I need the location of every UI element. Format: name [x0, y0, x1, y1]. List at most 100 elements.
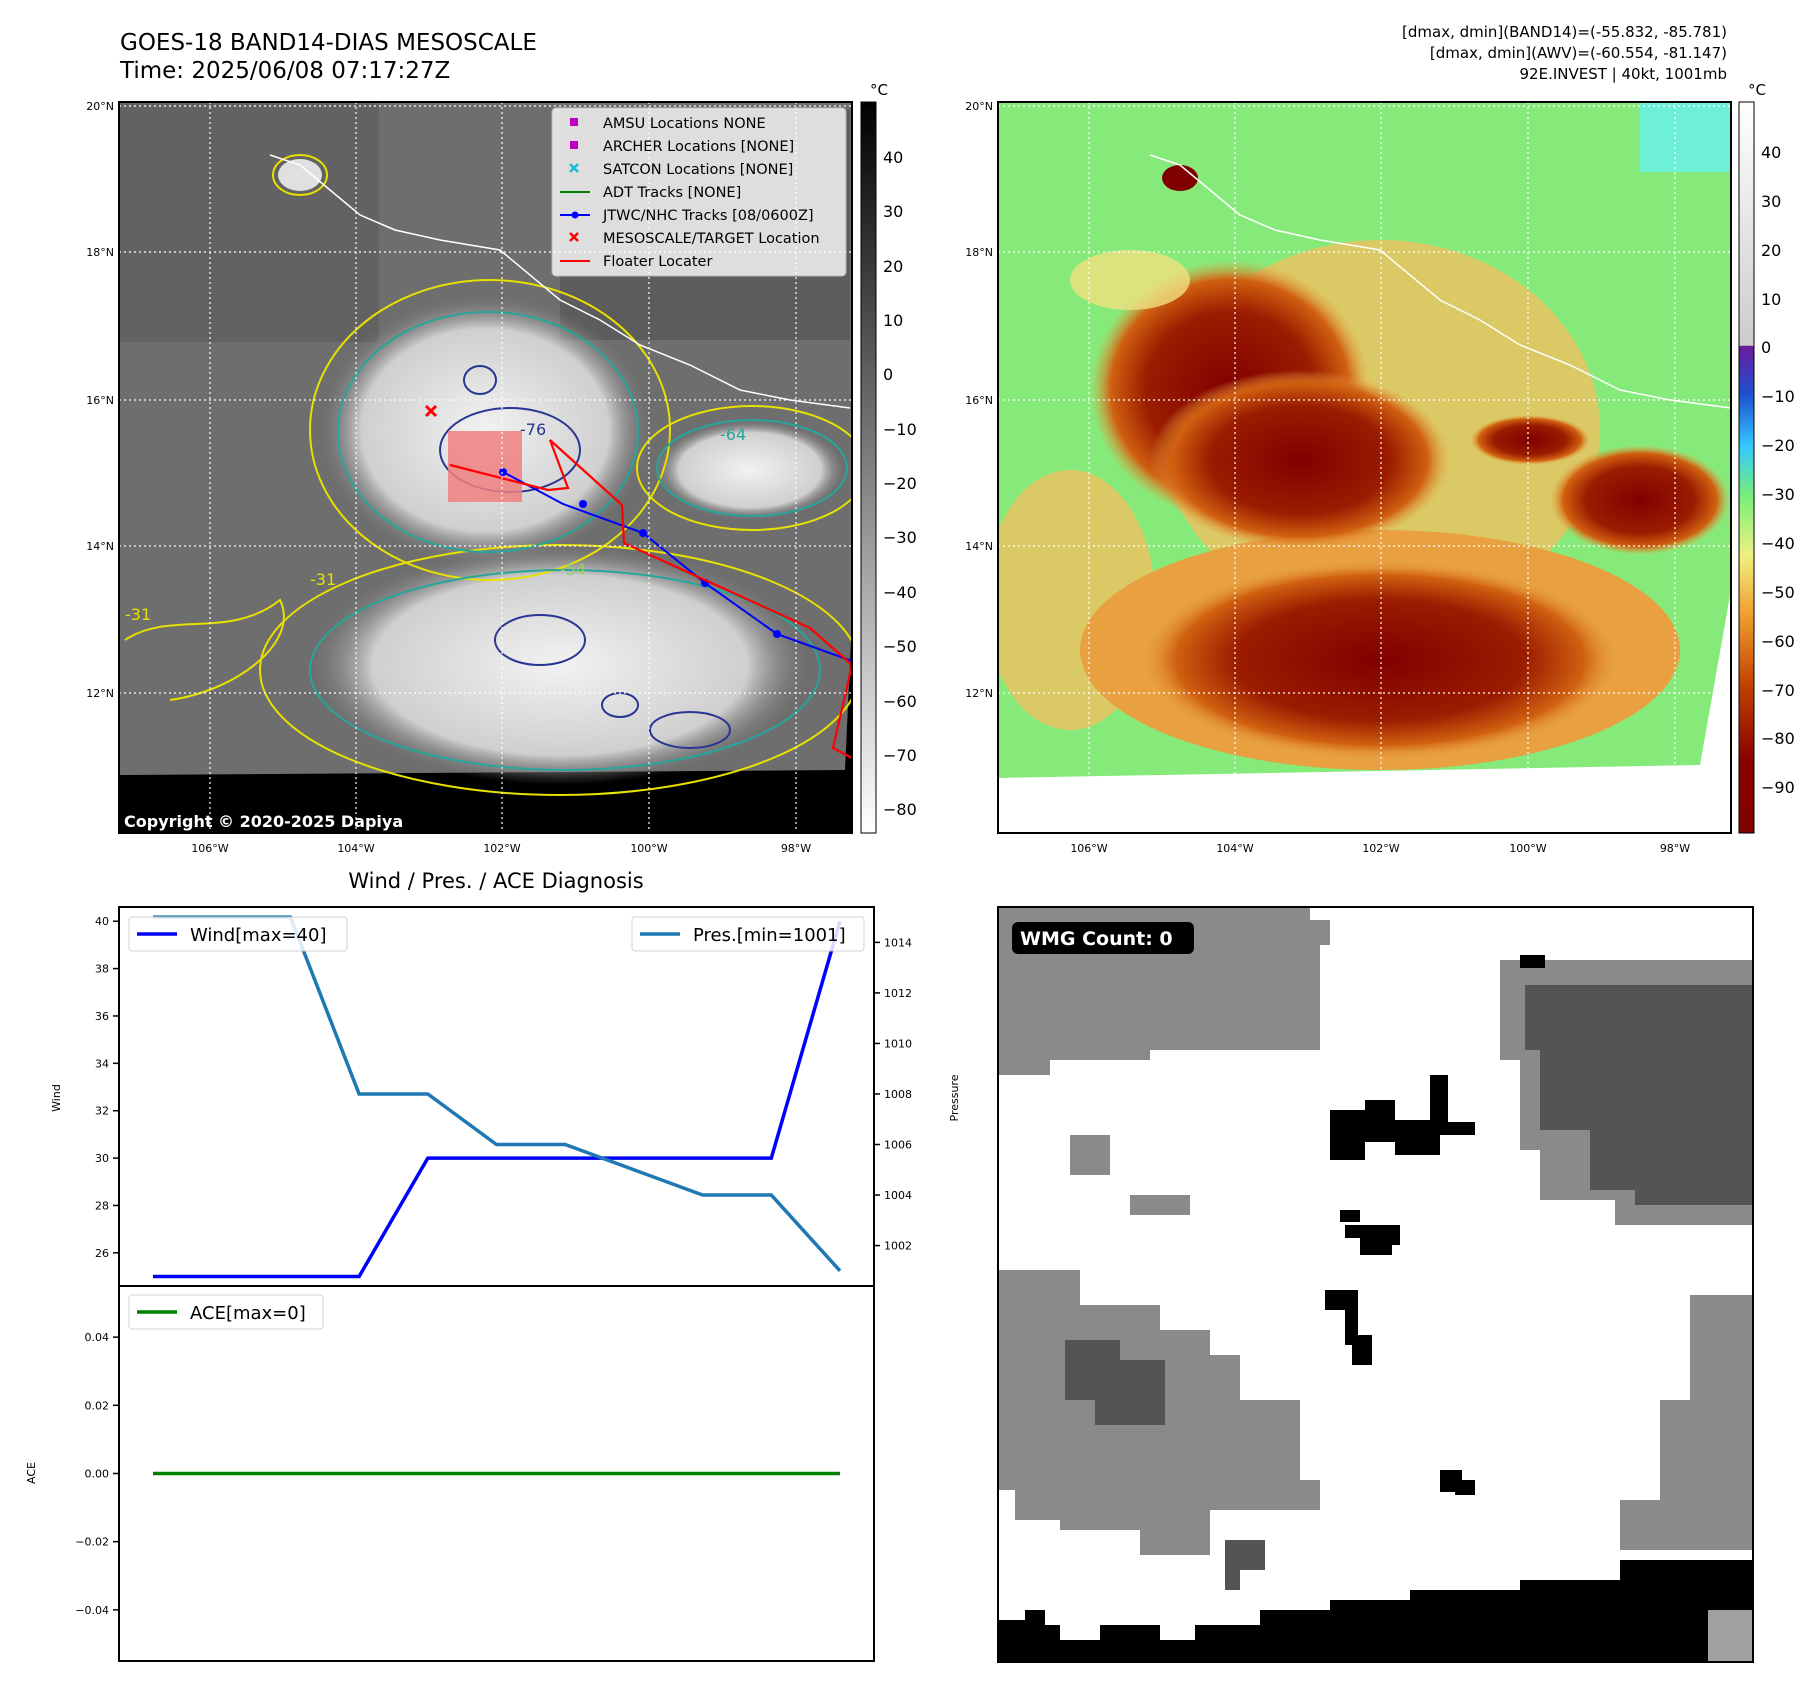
wmg-count-badge — [1012, 922, 1194, 954]
wv-colorbar-ticks: 40 30 20 10 0 −10 −20 −30 −40 −50 −60 −7… — [1761, 143, 1795, 797]
svg-text:−50: −50 — [1761, 583, 1795, 602]
wind-y-tick-label: 34 — [95, 1057, 109, 1070]
svg-text:−80: −80 — [883, 800, 917, 819]
wind-y-tick-label: 30 — [95, 1152, 109, 1165]
svg-text:12°N: 12°N — [86, 687, 114, 700]
wind-pressure-chart: 40 38 36 34 32 30 28 26 1014 1012 1010 1008 1006 100… — [50, 906, 961, 1287]
svg-text:14°N: 14°N — [86, 540, 114, 553]
wmg-count-label: WMG Count: 0 — [1020, 928, 1173, 950]
wv-satellite-image — [998, 102, 1731, 778]
wv-lon-labels: 106°W 104°W 102°W 100°W 98°W — [1070, 842, 1690, 855]
svg-text:106°W: 106°W — [1070, 842, 1107, 855]
wind-axis-label: Wind — [50, 1084, 63, 1112]
ir-colorbar: °C 40 30 20 10 0 −10 −20 −30 −40 −50 −60… — [860, 81, 917, 834]
pressure-axis-label: Pressure — [948, 1074, 961, 1121]
svg-text:−90: −90 — [1761, 778, 1795, 797]
wind-y-tick-label: 40 — [95, 915, 109, 928]
wind-y-tick-label: 36 — [95, 1010, 109, 1023]
svg-text:-31: -31 — [310, 570, 336, 589]
svg-text:−20: −20 — [1761, 436, 1795, 455]
svg-text:20: 20 — [1761, 241, 1781, 260]
legend-target: MESOSCALE/TARGET Location — [603, 231, 820, 247]
svg-text:102°W: 102°W — [483, 842, 520, 855]
svg-text:−10: −10 — [883, 420, 917, 439]
wind-series-line — [153, 920, 842, 1279]
svg-text:-31: -31 — [125, 605, 151, 624]
ir-satellite-image: -31 -31 -54 -64 -76 — [119, 102, 852, 796]
ir-legend: AMSU Locations NONE ARCHER Locations [NO… — [551, 107, 847, 277]
amsu-legend-marker — [570, 118, 578, 126]
svg-text:98°W: 98°W — [1660, 842, 1690, 855]
svg-text:16°N: 16°N — [86, 394, 114, 407]
ace-y-tick-label: −0.02 — [75, 1536, 109, 1549]
svg-text:20°N: 20°N — [965, 100, 993, 113]
legend-amsu: AMSU Locations NONE — [603, 116, 766, 132]
target-legend-marker — [569, 232, 579, 242]
svg-text:104°W: 104°W — [337, 842, 374, 855]
archer-legend-marker — [570, 141, 578, 149]
ir-lon-labels: 106°W 104°W 102°W 100°W 98°W — [191, 842, 811, 855]
floater-box — [448, 431, 522, 502]
svg-text:30: 30 — [1761, 192, 1781, 211]
legend-floater: Floater Locater — [603, 254, 712, 270]
svg-text:20: 20 — [883, 257, 903, 276]
svg-text:-64: -64 — [720, 425, 746, 444]
svg-text:-76: -76 — [520, 420, 546, 439]
wmg-light-gray-corner — [1708, 1610, 1753, 1662]
svg-text:0: 0 — [1761, 338, 1771, 357]
svg-text:−30: −30 — [1761, 485, 1795, 504]
svg-text:12°N: 12°N — [965, 687, 993, 700]
contour-labels: -31 -31 -54 -64 -76 — [125, 420, 746, 624]
ir-colorbar-ticks: 40 30 20 10 0 −10 −20 −30 −40 −50 −60 −7… — [883, 148, 917, 819]
ace-y-tick-label: 0.04 — [85, 1331, 110, 1344]
wv-lat-labels: 20°N 18°N 16°N 14°N 12°N — [965, 100, 993, 700]
svg-text:−60: −60 — [883, 692, 917, 711]
wv-map-panel: 20°N 18°N 16°N 14°N 12°N 106°W 104°W 102… — [965, 81, 1795, 855]
svg-text:−20: −20 — [883, 474, 917, 493]
legend-archer: ARCHER Locations [NONE] — [603, 139, 794, 155]
legend-satcon: SATCON Locations [NONE] — [603, 162, 793, 178]
svg-text:−50: −50 — [883, 637, 917, 656]
svg-text:104°W: 104°W — [1216, 842, 1253, 855]
wind-y-tick-label: 38 — [95, 963, 109, 976]
floater-locater-track — [449, 439, 852, 759]
ace-chart: 0.04 0.02 0.00 −0.02 −0.04 ACE ACE[max=0] — [25, 1285, 875, 1662]
wind-legend-label: Wind[max=40] — [190, 925, 327, 946]
svg-text:−40: −40 — [883, 583, 917, 602]
svg-text:16°N: 16°N — [965, 394, 993, 407]
wind-y-ticks: 40 38 36 34 32 30 28 26 — [95, 915, 119, 1260]
svg-text:102°W: 102°W — [1362, 842, 1399, 855]
ir-lat-labels: 20°N 18°N 16°N 14°N 12°N — [86, 100, 114, 700]
svg-text:40: 40 — [883, 148, 903, 167]
wv-colorbar: °C 40 30 20 10 0 −10 −20 −30 −40 −50 −60… — [1738, 81, 1795, 834]
svg-text:40: 40 — [1761, 143, 1781, 162]
legend-jtwc: JTWC/NHC Tracks [08/0600Z] — [602, 208, 814, 224]
wmg-panel: WMG Count: 0 — [997, 906, 1754, 1663]
mesoscale-target-marker — [424, 404, 438, 418]
pressure-y-tick-label: 1008 — [884, 1088, 912, 1101]
wind-legend: Wind[max=40] — [128, 916, 348, 952]
wmg-dark-gray-areas — [1065, 985, 1753, 1590]
ace-y-ticks: 0.04 0.02 0.00 −0.02 −0.04 — [75, 1331, 119, 1617]
ace-legend-label: ACE[max=0] — [190, 1303, 306, 1324]
storm-info: 92E.INVEST | 40kt, 1001mb — [1520, 65, 1728, 83]
ace-y-tick-label: 0.00 — [85, 1468, 110, 1481]
svg-text:18°N: 18°N — [86, 246, 114, 259]
svg-text:−80: −80 — [1761, 729, 1795, 748]
svg-text:0: 0 — [883, 365, 893, 384]
svg-text:30: 30 — [883, 202, 903, 221]
svg-text:20°N: 20°N — [86, 100, 114, 113]
jtwc-track — [502, 471, 852, 662]
pressure-y-tick-label: 1012 — [884, 987, 912, 1000]
ir-colorbar-unit: °C — [870, 81, 888, 99]
ace-axis-label: ACE — [25, 1462, 38, 1484]
pressure-y-tick-label: 1004 — [884, 1189, 912, 1202]
satcon-legend-marker — [569, 163, 579, 173]
figure-title: GOES-18 BAND14-DIAS MESOSCALE — [120, 30, 537, 56]
svg-text:−70: −70 — [883, 746, 917, 765]
diagnosis-title: Wind / Pres. / ACE Diagnosis — [348, 869, 643, 893]
awv-stats: [dmax, dmin](AWV)=(-60.554, -81.147) — [1430, 44, 1727, 62]
wind-y-tick-label: 26 — [95, 1247, 109, 1260]
pressure-y-tick-label: 1002 — [884, 1240, 912, 1253]
